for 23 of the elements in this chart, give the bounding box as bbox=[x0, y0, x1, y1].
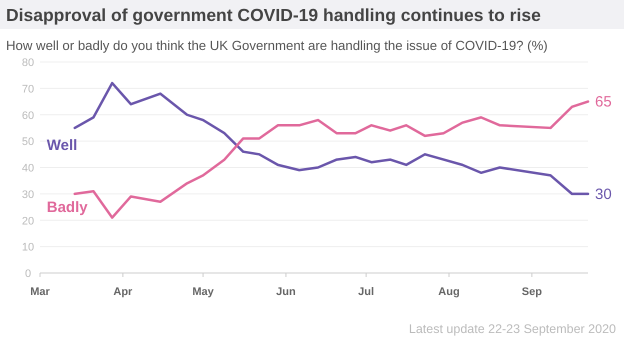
x-tick-label: Aug bbox=[438, 286, 460, 298]
x-tick-label: Sep bbox=[522, 286, 542, 298]
y-tick-label: 70 bbox=[22, 83, 34, 96]
x-tick-label: Mar bbox=[30, 286, 50, 298]
series-label: Badly bbox=[46, 198, 88, 216]
x-tick-label: Apr bbox=[113, 286, 134, 298]
text: Latest update 22-23 September 2020 bbox=[408, 322, 616, 336]
y-tick-label: 60 bbox=[22, 110, 34, 122]
x-tick-label: May bbox=[192, 286, 215, 298]
x-tick-label: Jul bbox=[358, 286, 374, 298]
data-label: 30 bbox=[595, 186, 612, 203]
y-tick-label: 40 bbox=[22, 162, 34, 174]
y-tick-label: 80 bbox=[22, 57, 34, 69]
y-tick-label: 10 bbox=[22, 242, 34, 254]
chart-title: Disapproval of government COVID-19 handling continues to rise bbox=[6, 5, 542, 25]
y-tick-label: 30 bbox=[22, 188, 34, 201]
chart-subtitle: How well or badly do you think the UK Government are handling the issue of COVID-19? (%) bbox=[6, 38, 548, 53]
y-tick-label: 20 bbox=[22, 215, 34, 228]
y-tick-label: 50 bbox=[22, 136, 34, 148]
data-label: 65 bbox=[595, 94, 612, 111]
y-tick-label: 0 bbox=[24, 268, 32, 280]
x-tick-label: Jun bbox=[276, 286, 296, 298]
series-label: Well bbox=[46, 136, 78, 154]
